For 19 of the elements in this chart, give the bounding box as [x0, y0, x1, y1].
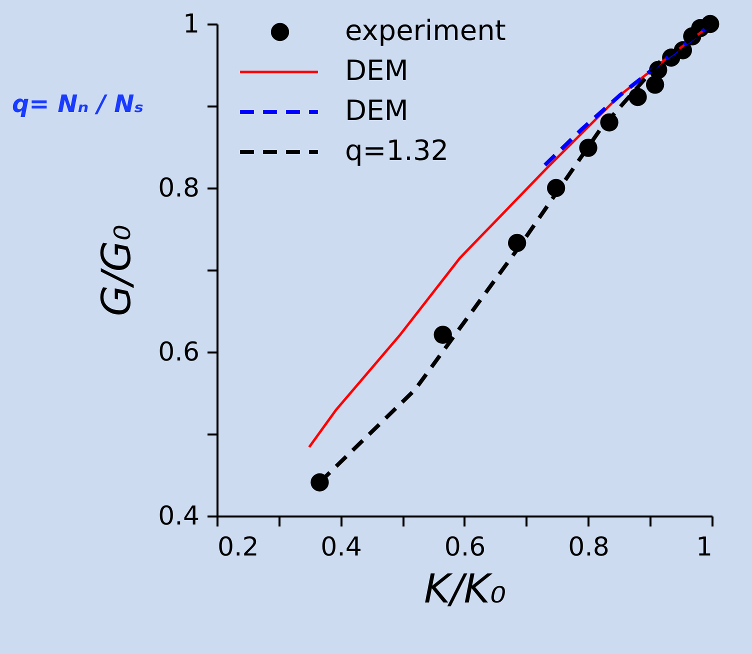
legend-label: experiment: [345, 14, 506, 47]
x-tick-label: 0.6: [444, 532, 486, 562]
y-tick-label: 0.6: [158, 338, 200, 368]
point: [628, 88, 647, 106]
legend-label: DEM: [345, 54, 408, 87]
legend-label: q=1.32: [345, 134, 449, 167]
x-axis-title: K/K₀: [424, 566, 506, 612]
text: q= Nₙ / Nₛ: [12, 90, 144, 118]
y-tick-label: 0.4: [158, 502, 200, 532]
y-axis-title: G/G₀: [94, 224, 140, 316]
x-tick-label: 0.2: [218, 532, 259, 562]
x-tick-label: 0.8: [568, 532, 610, 562]
point: [434, 326, 452, 344]
point: [646, 76, 664, 94]
x-tick-label: 1: [696, 532, 712, 562]
legend-label: DEM: [345, 94, 408, 127]
x-tick-label: 0.4: [320, 532, 362, 562]
y-tick-label: 0.8: [158, 174, 200, 204]
y-tick-label: 1: [182, 10, 200, 40]
